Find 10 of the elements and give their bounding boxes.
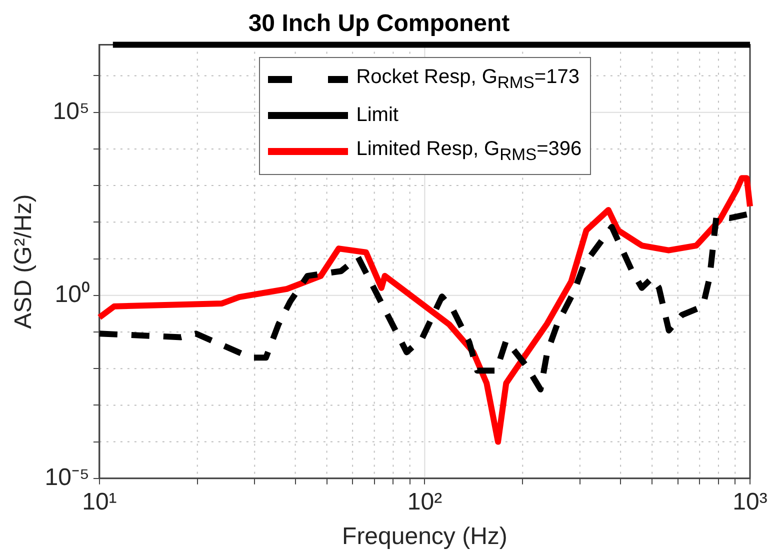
y-tick-label: 10⁰ (54, 280, 90, 308)
legend-label: Limit (356, 104, 398, 128)
x-axis-title: Frequency (Hz) (342, 523, 508, 550)
legend-label: Limited Resp, G$_{RMS}$=396 (356, 138, 582, 166)
y-axis-title: ASD (G²/Hz) (10, 194, 38, 329)
legend-label: Rocket Resp, G$_{RMS}$=173 (356, 66, 580, 94)
y-tick-label: 10⁵ (52, 98, 90, 125)
chart-title: 30 Inch Up Component (248, 10, 510, 38)
x-tick-label: 10³ (732, 488, 768, 516)
x-tick-label: 10² (407, 488, 442, 516)
